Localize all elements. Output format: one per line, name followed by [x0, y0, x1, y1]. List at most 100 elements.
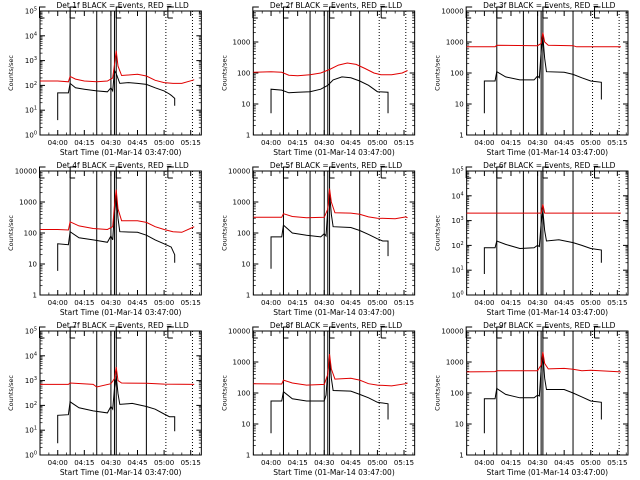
panel-title: Det 5f BLACK = Events, RED = LLD	[270, 161, 403, 170]
plot-frame	[39, 330, 202, 456]
x-tick-label: 04:00	[474, 139, 494, 147]
series-line-events	[483, 210, 602, 274]
x-tick-label: 05:15	[607, 139, 627, 147]
plot-frame	[39, 170, 202, 296]
y-tick-label: 105	[25, 7, 37, 16]
x-tick-label: 05:15	[181, 139, 201, 147]
interval-bracket	[69, 326, 77, 338]
y-tick-label: 1	[246, 452, 250, 460]
panel-title: Det 6f BLACK = Events, RED = LLD	[483, 161, 616, 170]
x-tick-label: 05:15	[607, 459, 627, 467]
interval-bracket	[115, 166, 123, 178]
x-axis-label: Start Time (01-Mar-14 03:47:00)	[273, 468, 395, 477]
y-axis-label: Counts/sec	[434, 55, 442, 91]
interval-bracket	[542, 6, 549, 18]
plot-frame	[252, 330, 416, 456]
x-tick-label: 04:45	[341, 299, 361, 307]
x-tick-label: 04:15	[74, 299, 94, 307]
x-tick-label: 04:45	[127, 299, 147, 307]
interval-bracket	[69, 6, 77, 18]
y-tick-label: 10	[455, 421, 464, 429]
x-tick-label: 04:45	[127, 139, 147, 147]
x-tick-label: 04:30	[101, 139, 121, 147]
y-axis-label: Counts/sec	[220, 375, 228, 411]
x-tick-label: 04:45	[554, 299, 574, 307]
x-tick-label: 04:00	[48, 459, 68, 467]
x-tick-label: 04:30	[314, 459, 334, 467]
y-tick-label: 104	[452, 191, 464, 200]
x-tick-label: 05:00	[154, 139, 174, 147]
y-axis-label: Counts/sec	[7, 55, 15, 91]
x-tick-label: 05:00	[581, 139, 601, 147]
y-tick-label: 103	[25, 376, 37, 385]
y-tick-label: 100	[237, 390, 250, 398]
interval-bracket	[167, 6, 174, 18]
y-tick-label: 104	[25, 31, 37, 40]
x-axis-label: Start Time (01-Mar-14 03:47:00)	[273, 148, 395, 157]
x-tick-label: 05:15	[607, 299, 627, 307]
y-axis-label: Counts/sec	[434, 375, 442, 411]
plot-frame	[466, 10, 629, 136]
interval-bracket	[69, 166, 77, 178]
x-tick-label: 04:30	[527, 459, 547, 467]
y-axis-label: Counts/sec	[434, 215, 442, 251]
x-tick-label: 05:15	[394, 299, 414, 307]
panel-det-2: 1 10 100 1000 04:00 04:15 04:30 04:45 05:00 05:15…	[220, 1, 416, 157]
y-axis-label: Counts/sec	[220, 215, 228, 251]
panel-det-8: 1 10 100 1000 10000 04:00 04:15 04:30 04:45 05:00…	[220, 321, 416, 477]
x-tick-label: 05:00	[581, 459, 601, 467]
interval-bracket	[252, 326, 259, 338]
x-axis-label: Start Time (01-Mar-14 03:47:00)	[60, 468, 182, 477]
interval-bracket	[282, 326, 290, 338]
panel-title: Det 3f BLACK = Events, RED = LLD	[483, 1, 616, 10]
plot-frame	[252, 170, 416, 296]
x-tick-label: 04:15	[74, 459, 94, 467]
y-tick-label: 102	[452, 241, 464, 250]
x-tick-label: 04:30	[101, 459, 121, 467]
series-line-events	[57, 376, 176, 444]
panel-title: Det 7f BLACK = Events, RED = LLD	[57, 321, 190, 330]
interval-bracket	[167, 166, 174, 178]
x-tick-label: 04:30	[527, 299, 547, 307]
x-tick-label: 04:45	[341, 459, 361, 467]
y-tick-label: 100	[450, 390, 463, 398]
interval-bracket	[496, 166, 503, 178]
plot-frame	[466, 330, 629, 456]
y-tick-label: 10000	[441, 8, 463, 16]
x-tick-label: 05:00	[154, 299, 174, 307]
panel-det-6: 100 101 102 103 104 105 04:00 04:15 04:30 04:45 05…	[434, 161, 629, 317]
x-tick-label: 05:00	[367, 139, 387, 147]
x-tick-label: 05:15	[394, 459, 414, 467]
x-tick-label: 04:00	[48, 299, 68, 307]
interval-bracket	[282, 6, 290, 18]
series-line-lld	[40, 367, 195, 388]
interval-bracket	[380, 166, 388, 178]
y-tick-label: 10000	[228, 328, 250, 336]
y-tick-label: 1000	[233, 39, 251, 47]
y-tick-label: 1000	[233, 199, 251, 207]
y-tick-label: 100	[25, 451, 37, 460]
y-tick-label: 10	[241, 421, 250, 429]
interval-bracket	[465, 326, 473, 338]
x-tick-label: 04:15	[288, 139, 308, 147]
x-tick-label: 05:00	[154, 459, 174, 467]
plot-frame	[39, 10, 202, 136]
panel-det-5: 1 10 100 1000 10000 04:00 04:15 04:30 04:45 05:00…	[220, 161, 416, 317]
y-tick-label: 10000	[228, 168, 250, 176]
y-tick-label: 1	[459, 132, 463, 140]
panel-title: Det 8f BLACK = Events, RED = LLD	[270, 321, 403, 330]
panel-det-1: 100 101 102 103 104 105 04:00 04:15 04:30 04:45 05…	[7, 1, 202, 157]
x-tick-label: 05:00	[367, 459, 387, 467]
x-tick-label: 04:30	[527, 139, 547, 147]
series-line-lld	[466, 204, 621, 214]
x-tick-label: 04:00	[474, 459, 494, 467]
series-line-events	[483, 36, 602, 114]
y-tick-label: 1000	[19, 199, 37, 207]
interval-bracket	[39, 326, 46, 338]
y-tick-label: 102	[25, 401, 37, 410]
x-tick-label: 05:00	[581, 299, 601, 307]
x-tick-label: 04:15	[288, 459, 308, 467]
x-axis-label: Start Time (01-Mar-14 03:47:00)	[487, 468, 609, 477]
y-tick-label: 100	[237, 70, 250, 78]
y-tick-label: 10	[241, 101, 250, 109]
